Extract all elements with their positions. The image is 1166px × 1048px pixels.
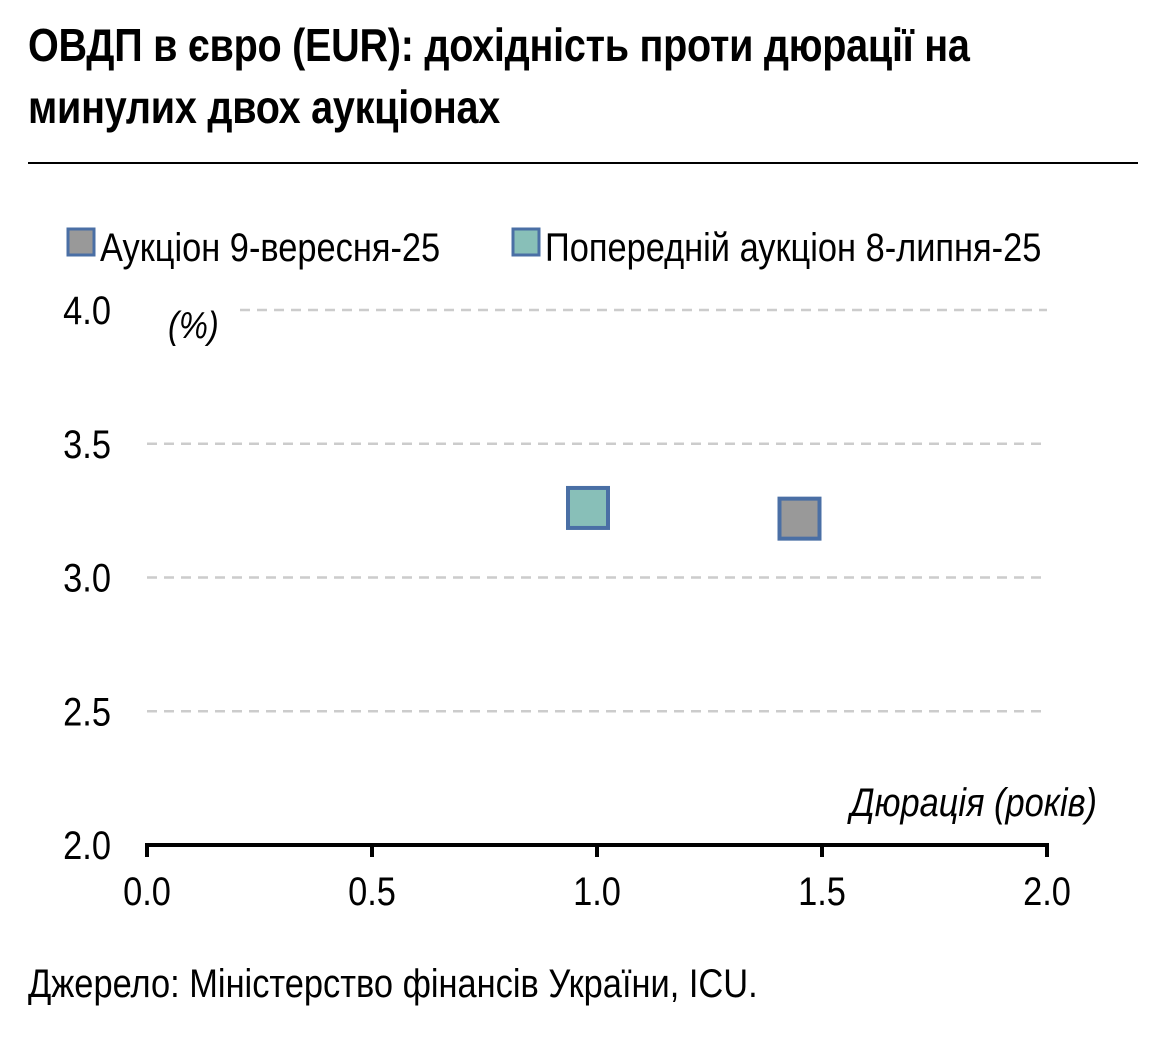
- y-axis-label: (%): [168, 304, 219, 347]
- chart-title: ОВДП в євро (EUR): дохідність проти дюра…: [28, 19, 970, 133]
- x-tick-label: 1.0: [573, 869, 621, 914]
- y-tick-label: 3.5: [63, 421, 111, 466]
- legend-swatch: [511, 227, 541, 257]
- data-point-series-1: [777, 496, 822, 541]
- y-tick-label: 2.5: [63, 689, 111, 734]
- legend-label: Попередній аукціон 8-липня-25: [545, 225, 1041, 270]
- x-tick-label: 1.5: [798, 869, 846, 914]
- data-point-series-2: [566, 485, 610, 530]
- x-tick-label: 0.0: [123, 869, 171, 914]
- y-axis-ticks: 2.0 2.5 3.0 3.5 4.0: [63, 288, 111, 868]
- x-tick-label: 0.5: [348, 869, 396, 914]
- legend-label: Аукціон 9-вересня-25: [100, 225, 440, 270]
- y-tick-label: 3.0: [63, 555, 111, 600]
- legend-entry-1: Аукціон 9-вересня-25: [66, 225, 440, 270]
- source-note: Джерело: Міністерство фінансів України, …: [28, 962, 758, 1006]
- legend-swatch: [66, 227, 96, 257]
- data-points: [566, 485, 822, 541]
- x-tick-label: 2.0: [1023, 869, 1071, 914]
- y-tick-label: 2.0: [63, 823, 111, 868]
- legend-entry-2: Попередній аукціон 8-липня-25: [511, 225, 1041, 270]
- x-axis-label: Дюрація (років): [847, 780, 1097, 825]
- y-tick-label: 4.0: [63, 288, 111, 333]
- x-axis-ticks: 0.0 0.5 1.0 1.5 2.0: [123, 869, 1071, 914]
- gridlines: [147, 308, 1047, 713]
- title-divider: [28, 162, 1138, 164]
- legend: Аукціон 9-вересня-25 Попередній аукціон 8…: [66, 225, 1041, 270]
- x-axis: [145, 843, 1049, 857]
